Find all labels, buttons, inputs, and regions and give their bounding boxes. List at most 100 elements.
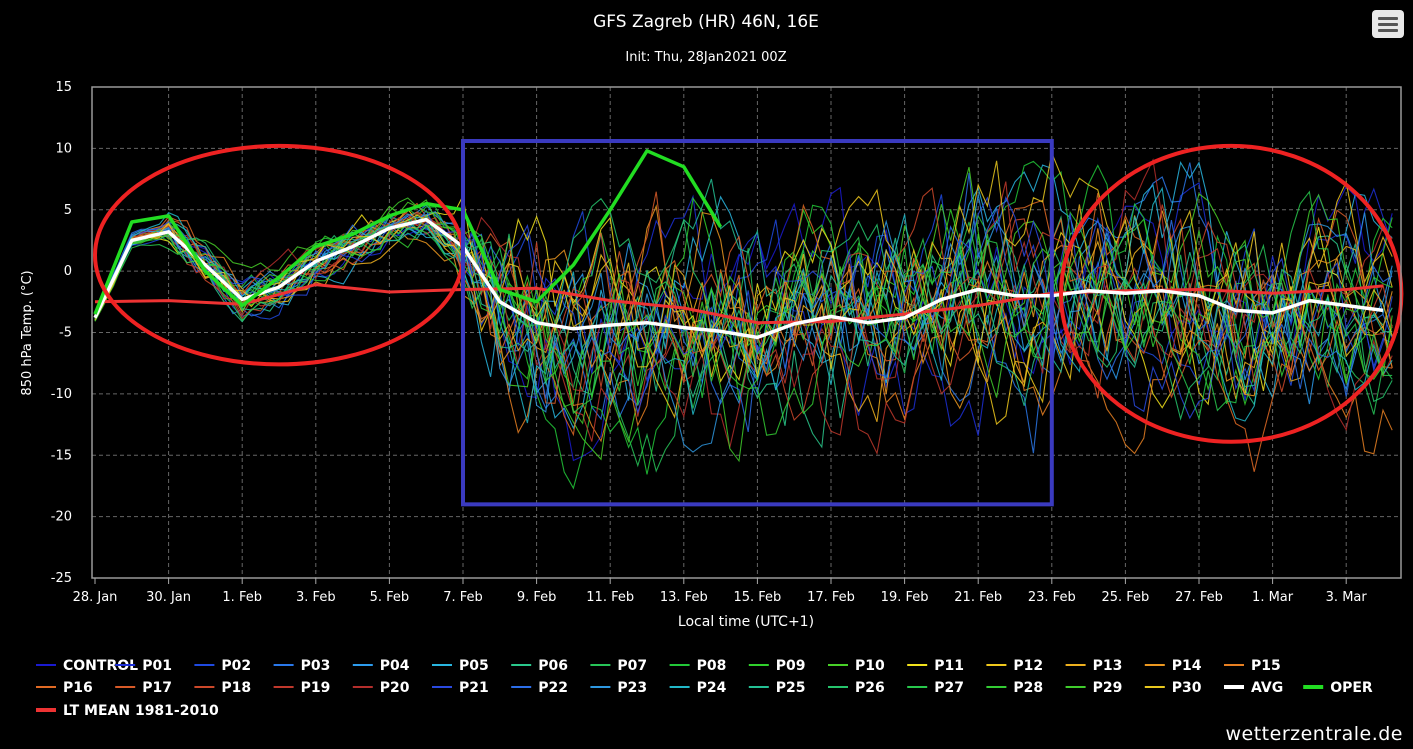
legend-item-p10[interactable]: P10 [828,658,885,674]
legend-label: P16 [63,680,93,696]
legend-item-p01[interactable]: P01 [115,658,172,674]
legend-label: P28 [1013,680,1043,696]
legend-item-p21[interactable]: P21 [432,680,489,696]
ensemble-line-p28 [94,223,1393,436]
legend-item-p04[interactable]: P04 [352,658,410,674]
chart-title: GFS Zagreb (HR) 46N, 16E [593,12,819,32]
legend-label: P26 [855,680,885,696]
legend-label: AVG [1251,680,1283,696]
legend-label: P24 [697,680,727,696]
legend-item-p14[interactable]: P14 [1144,658,1202,674]
hamburger-menu-icon[interactable] [1372,10,1404,38]
legend-item-p28[interactable]: P28 [986,680,1043,696]
x-tick-label: 11. Feb [586,590,634,605]
legend-label: P20 [380,680,410,696]
legend-label: P01 [142,658,172,674]
legend-label: P11 [934,658,964,674]
y-tick-label: 15 [55,80,72,95]
series-lines [93,149,1384,340]
series-line-oper [93,149,723,315]
x-tick-label: 9. Feb [517,590,557,605]
legend-item-p18[interactable]: P18 [194,680,251,696]
x-tick-label: 21. Feb [954,590,1002,605]
y-tick-label: 10 [55,141,72,156]
legend-item-p09[interactable]: P09 [748,658,806,674]
x-tick-label: 1. Mar [1252,590,1294,605]
site-credit: wetterzentrale.de [1225,723,1403,745]
legend-item-p03[interactable]: P03 [273,658,331,674]
legend[interactable]: CONTROL P01 P02 P03 P04 P05 P06 P07 P08 P09 P10 P11… [36,658,1373,719]
legend-item-p20[interactable]: P20 [352,680,410,696]
legend-item-p19[interactable]: P19 [273,680,331,696]
chart-subtitle: Init: Thu, 28Jan2021 00Z [625,50,786,65]
legend-item-p13[interactable]: P13 [1065,658,1123,674]
legend-item-p23[interactable]: P23 [590,680,647,696]
legend-label: P25 [776,680,806,696]
x-tick-label: 7. Feb [443,590,483,605]
legend-item-avg[interactable]: AVG [1224,680,1283,696]
x-tick-label: 19. Feb [881,590,929,605]
y-tick-label: -25 [51,571,72,586]
legend-item-p22[interactable]: P22 [511,680,568,696]
ensemble-line-p18 [94,187,1393,422]
series-line-avg [93,217,1384,340]
legend-item-p15[interactable]: P15 [1224,658,1281,674]
ensemble-line-p01 [94,181,1393,436]
x-tick-label: 28. Jan [73,590,118,605]
y-tick-label: -5 [59,326,72,341]
legend-item-p17[interactable]: P17 [115,680,172,696]
legend-item-p07[interactable]: P07 [590,658,647,674]
ensemble-line-p21 [94,196,1393,420]
legend-label: P07 [617,658,647,674]
x-tick-label: 5. Feb [370,590,410,605]
legend-item-control[interactable]: CONTROL [36,658,138,674]
legend-label: LT MEAN 1981-2010 [63,703,219,719]
legend-item-p24[interactable]: P24 [669,680,727,696]
legend-item-p08[interactable]: P08 [669,658,727,674]
x-tick-label: 25. Feb [1101,590,1149,605]
annotations [93,139,1404,507]
x-tick-label: 13. Feb [660,590,708,605]
legend-item-p27[interactable]: P27 [907,680,964,696]
legend-label: P13 [1093,658,1123,674]
legend-item-p05[interactable]: P05 [432,658,489,674]
legend-item-p12[interactable]: P12 [986,658,1043,674]
legend-item-lt-mean-1981-2010[interactable]: LT MEAN 1981-2010 [36,703,219,719]
legend-item-p16[interactable]: P16 [36,680,93,696]
legend-label: P15 [1251,658,1281,674]
ensemble-lines [94,151,1393,490]
legend-label: P04 [380,658,410,674]
x-tick-label: 27. Feb [1175,590,1223,605]
legend-label: P08 [697,658,727,674]
legend-item-p06[interactable]: P06 [511,658,568,674]
y-tick-label: 5 [64,203,72,218]
legend-label: P30 [1172,680,1202,696]
legend-item-p30[interactable]: P30 [1144,680,1202,696]
legend-label: P02 [221,658,251,674]
legend-item-p29[interactable]: P29 [1065,680,1123,696]
legend-label: P21 [459,680,489,696]
x-axis-label: Local time (UTC+1) [678,614,814,630]
legend-label: P17 [142,680,172,696]
legend-item-p26[interactable]: P26 [828,680,885,696]
x-tick-label: 23. Feb [1028,590,1076,605]
ensemble-line-p24 [94,186,1393,424]
legend-label: P19 [301,680,331,696]
x-tick-label: 17. Feb [807,590,855,605]
legend-label: P14 [1172,658,1202,674]
x-tick-label: 15. Feb [733,590,781,605]
legend-item-p11[interactable]: P11 [907,658,964,674]
y-tick-label: 0 [64,264,72,279]
legend-label: P22 [538,680,568,696]
axes: -25 -20 -15 -10 -5 0 5 10 15 28. Jan 30. Jan 1. Feb… [51,80,1402,605]
legend-item-p25[interactable]: P25 [748,680,806,696]
annotation-rectangle [461,139,1054,507]
legend-item-oper[interactable]: OPER [1303,680,1373,696]
y-tick-label: -15 [51,448,72,463]
ensemble-line-p17 [94,191,1393,404]
y-tick-label: -10 [51,387,72,402]
legend-label: P03 [301,658,331,674]
legend-item-p02[interactable]: P02 [194,658,251,674]
legend-label: P18 [221,680,251,696]
